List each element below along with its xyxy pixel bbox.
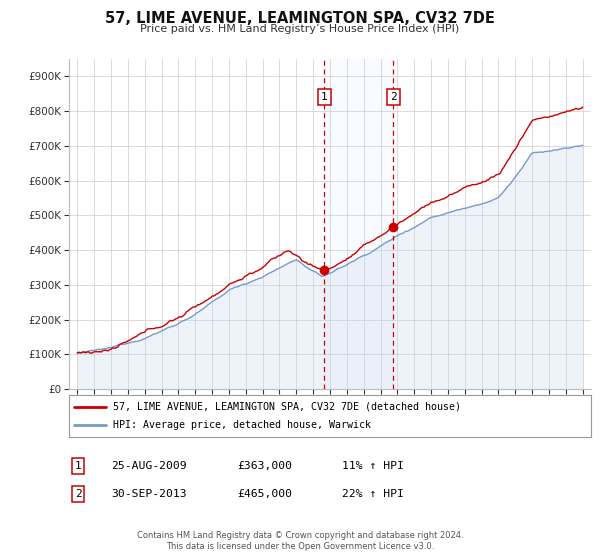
Text: 57, LIME AVENUE, LEAMINGTON SPA, CV32 7DE: 57, LIME AVENUE, LEAMINGTON SPA, CV32 7D… (105, 11, 495, 26)
Text: 30-SEP-2013: 30-SEP-2013 (111, 489, 187, 499)
Text: HPI: Average price, detached house, Warwick: HPI: Average price, detached house, Warw… (113, 420, 371, 430)
Text: Price paid vs. HM Land Registry’s House Price Index (HPI): Price paid vs. HM Land Registry’s House … (140, 24, 460, 34)
Text: £465,000: £465,000 (237, 489, 292, 499)
Bar (324, 59, 393, 389)
Text: 57, LIME AVENUE, LEAMINGTON SPA, CV32 7DE (detached house): 57, LIME AVENUE, LEAMINGTON SPA, CV32 7D… (113, 402, 461, 412)
Text: 2: 2 (74, 489, 82, 499)
Text: £363,000: £363,000 (237, 461, 292, 471)
Text: 1: 1 (74, 461, 82, 471)
Text: 11% ↑ HPI: 11% ↑ HPI (342, 461, 404, 471)
Text: Contains HM Land Registry data © Crown copyright and database right 2024.: Contains HM Land Registry data © Crown c… (137, 531, 463, 540)
Text: This data is licensed under the Open Government Licence v3.0.: This data is licensed under the Open Gov… (166, 542, 434, 551)
Text: 25-AUG-2009: 25-AUG-2009 (111, 461, 187, 471)
Text: 22% ↑ HPI: 22% ↑ HPI (342, 489, 404, 499)
Text: 2: 2 (390, 92, 397, 102)
Text: 1: 1 (321, 92, 328, 102)
